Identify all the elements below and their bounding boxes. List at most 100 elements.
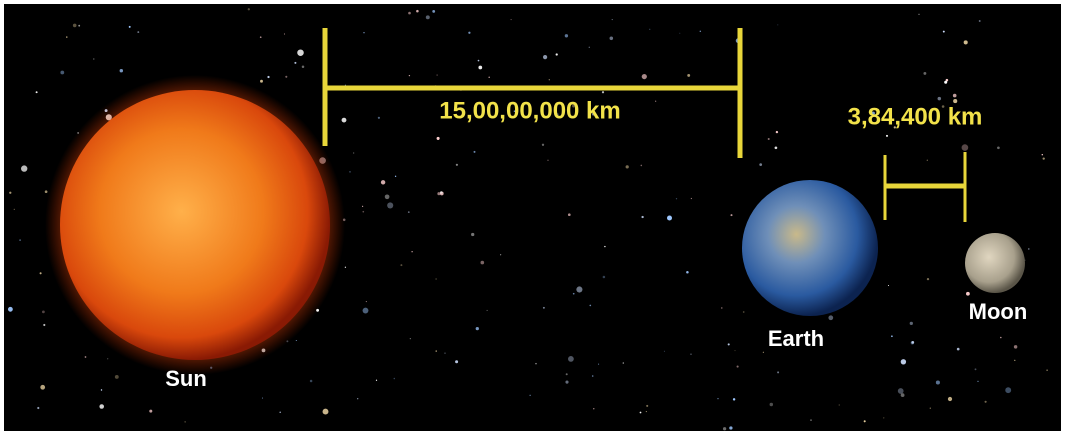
star [377, 116, 381, 119]
star [344, 84, 346, 86]
star [883, 417, 885, 419]
star [937, 96, 942, 101]
star [729, 426, 733, 430]
star [357, 398, 359, 400]
star [687, 73, 691, 77]
star [387, 202, 394, 209]
star [475, 326, 479, 331]
star [500, 254, 502, 256]
star [863, 420, 866, 423]
star [942, 30, 945, 33]
star [926, 277, 930, 281]
star [1013, 345, 1018, 349]
star [375, 379, 378, 381]
star [690, 197, 693, 200]
star [408, 74, 411, 77]
star [655, 100, 657, 102]
star [149, 409, 153, 413]
star [963, 40, 968, 45]
star [19, 239, 21, 241]
body-label: Earth [768, 326, 824, 351]
star [640, 164, 643, 167]
star [259, 36, 262, 39]
star [944, 80, 948, 84]
star [663, 350, 665, 352]
star [37, 406, 40, 410]
star [294, 61, 297, 64]
star [362, 307, 369, 314]
star [260, 79, 263, 83]
star [425, 15, 430, 20]
star [285, 75, 288, 78]
star [564, 34, 569, 38]
star [408, 11, 411, 15]
star [900, 393, 905, 397]
star [400, 264, 403, 267]
star [137, 31, 140, 34]
star [394, 175, 397, 177]
body-label: Moon [969, 299, 1028, 324]
star [72, 23, 77, 28]
body-label: Sun [165, 366, 207, 391]
star [565, 373, 568, 376]
star [774, 146, 778, 150]
star [261, 397, 264, 399]
star [341, 117, 347, 123]
star [871, 111, 875, 115]
star [602, 275, 606, 279]
star [734, 350, 736, 352]
star [690, 353, 692, 355]
star [362, 210, 365, 213]
star [742, 311, 745, 313]
star [961, 144, 969, 151]
star [468, 31, 471, 34]
star [380, 180, 386, 185]
star [974, 368, 977, 371]
star [119, 68, 124, 73]
star [554, 112, 559, 118]
star [297, 49, 304, 56]
star [891, 335, 893, 338]
star [283, 33, 286, 35]
star [572, 292, 575, 295]
star [407, 211, 410, 213]
star [513, 110, 516, 112]
star [436, 136, 440, 140]
star [736, 365, 739, 368]
sun [60, 90, 330, 360]
star [44, 190, 48, 194]
star [679, 32, 681, 34]
star [838, 404, 840, 406]
star [775, 130, 779, 134]
star [1046, 369, 1048, 371]
star [941, 105, 945, 108]
star [609, 36, 614, 41]
star [722, 427, 727, 431]
star [730, 214, 733, 217]
star [365, 301, 367, 303]
star [593, 408, 595, 410]
star [542, 306, 545, 309]
star [40, 384, 46, 390]
distance-label: 3,84,400 km [848, 103, 983, 130]
star [978, 20, 981, 22]
star [547, 159, 549, 162]
star [953, 99, 958, 104]
star [409, 338, 411, 340]
star [977, 380, 979, 383]
star [947, 396, 953, 402]
star [473, 150, 476, 153]
star [363, 32, 365, 34]
star [510, 19, 512, 21]
star [639, 411, 642, 414]
star [929, 407, 931, 409]
star [565, 380, 569, 384]
distance-label: 15,00,00,000 km [439, 97, 621, 124]
star [1041, 153, 1044, 156]
star [591, 112, 595, 116]
star [440, 191, 443, 194]
star [926, 159, 928, 161]
star [717, 398, 719, 400]
star [777, 24, 779, 26]
